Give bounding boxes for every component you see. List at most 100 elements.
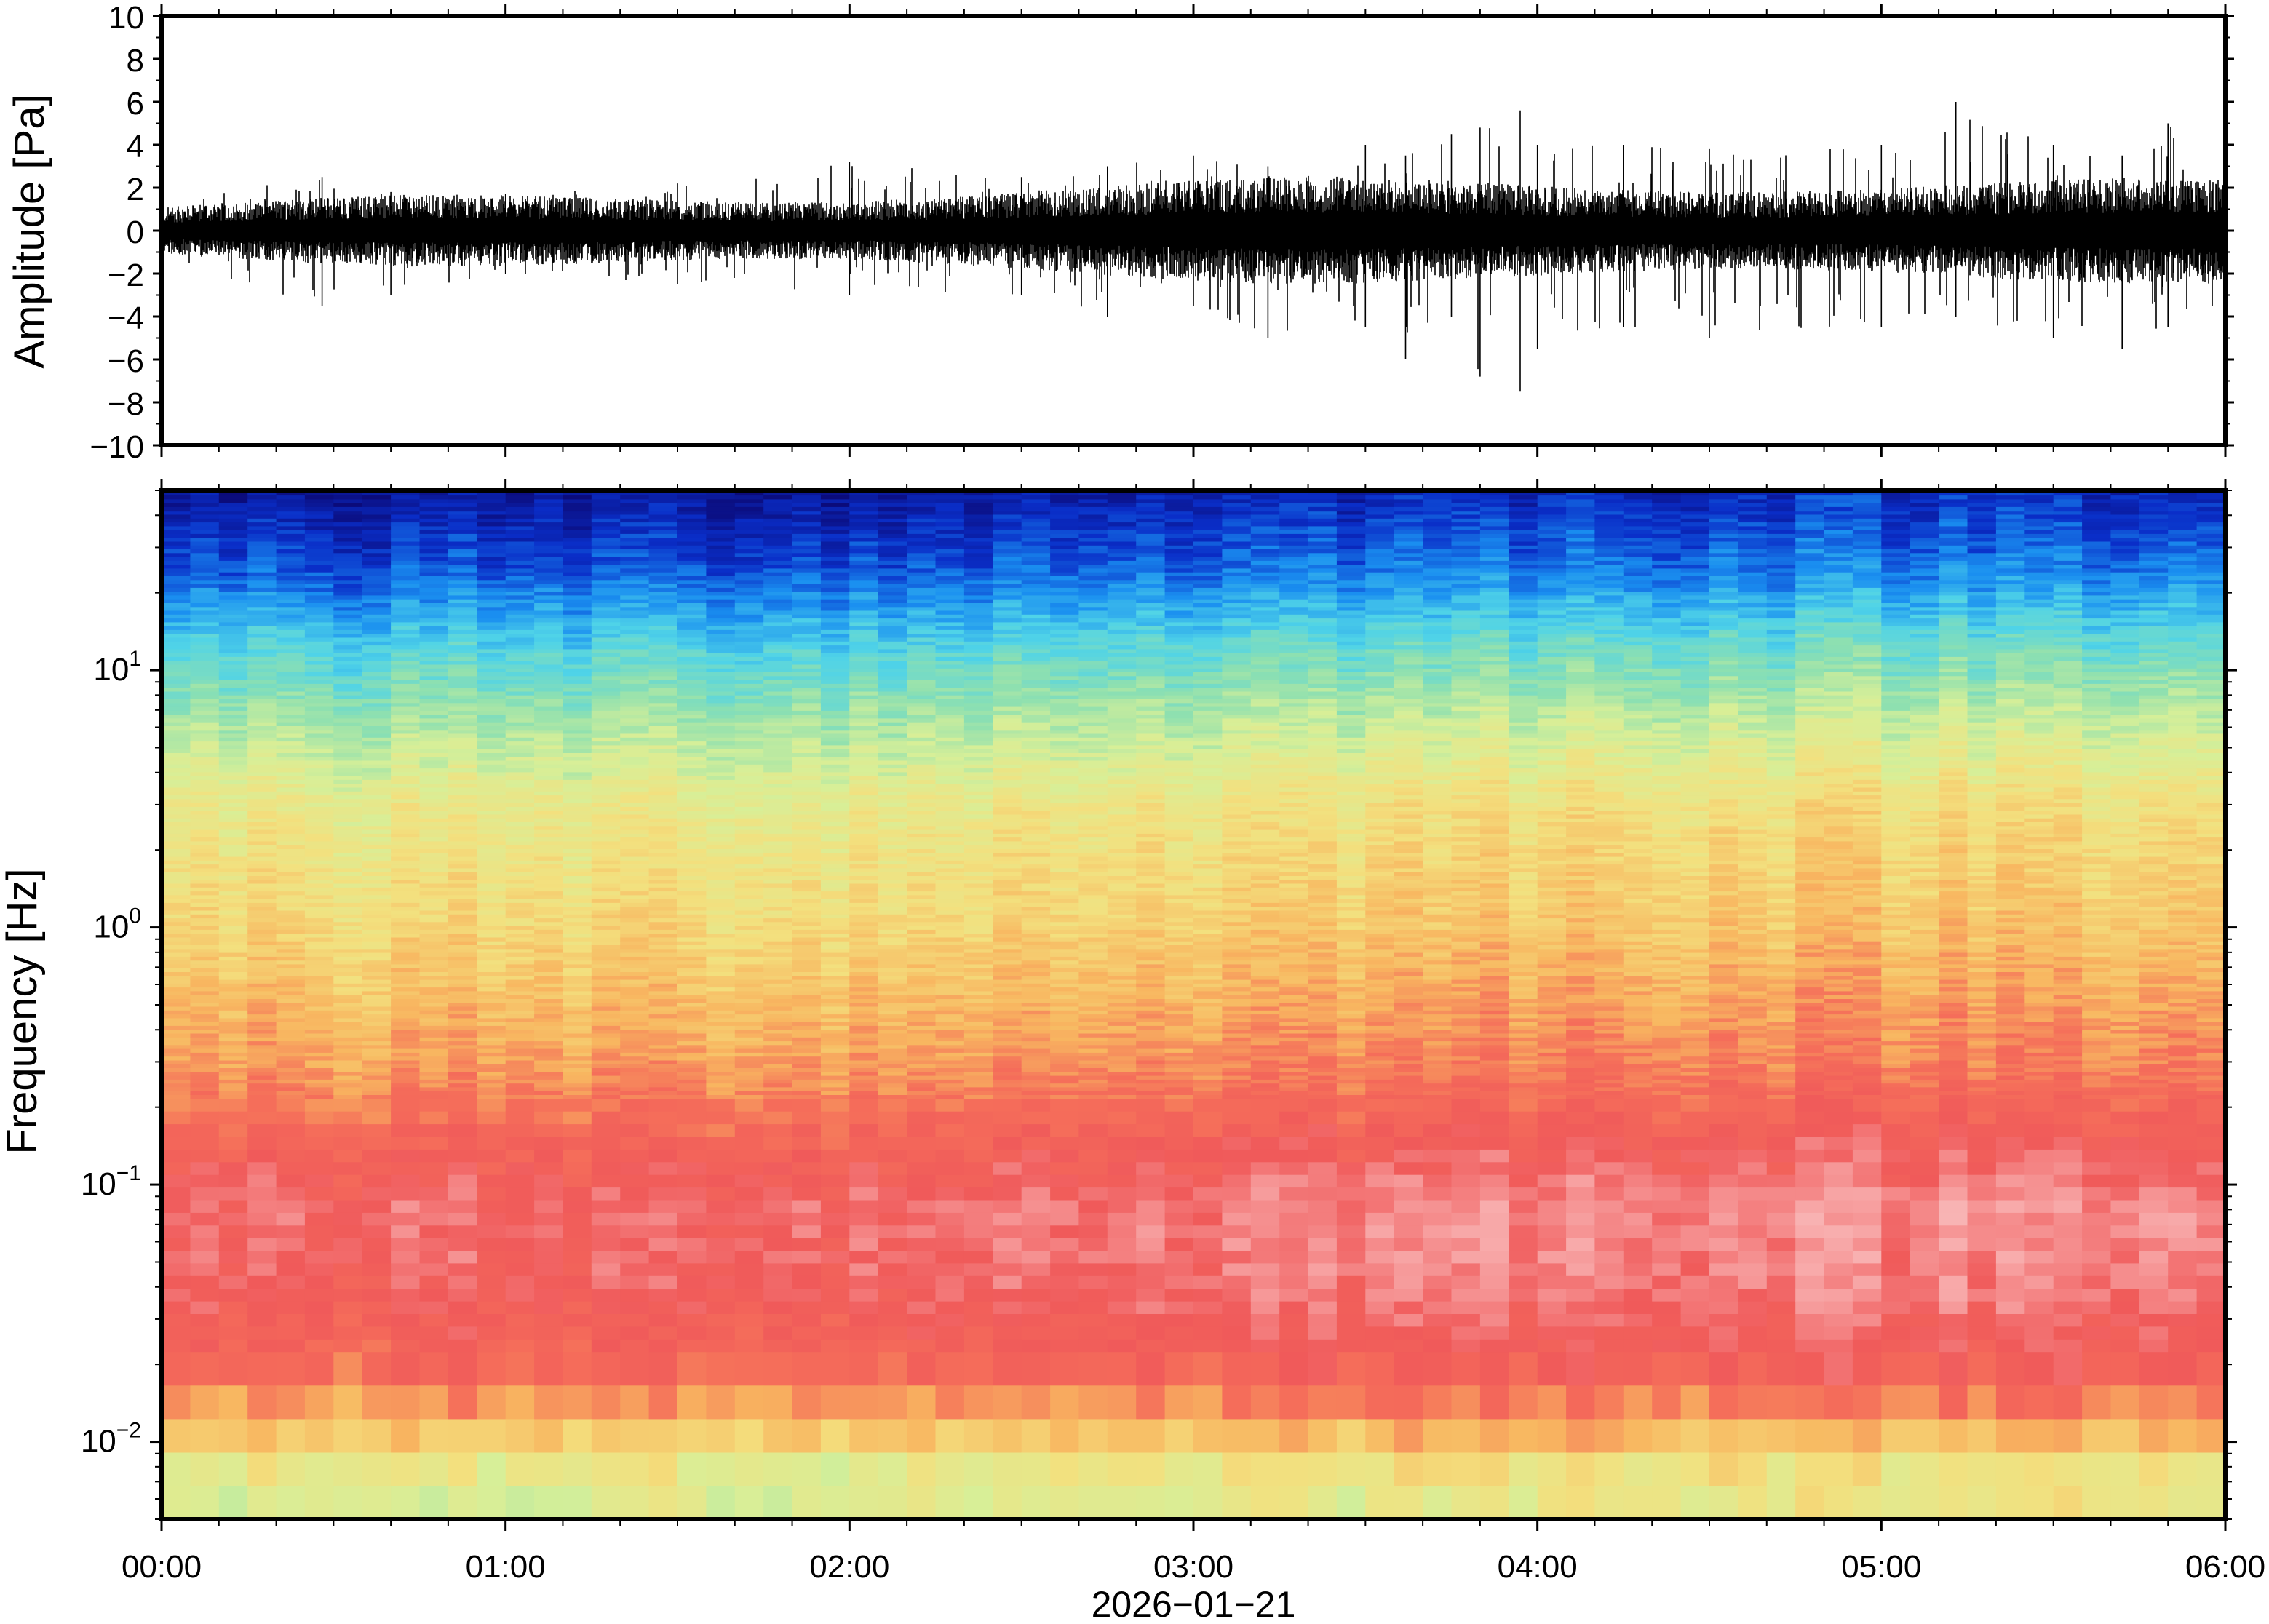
spectrogram-cell xyxy=(304,621,334,626)
spectrogram-cell xyxy=(763,918,793,923)
spectrogram-cell xyxy=(878,918,907,923)
spectrogram-cell xyxy=(734,887,764,892)
spectrogram-cell xyxy=(162,530,191,534)
spectrogram-cell xyxy=(563,610,592,615)
spectrogram-cell xyxy=(391,979,421,984)
spectrogram-cell xyxy=(419,733,449,738)
spectrogram-cell xyxy=(706,941,736,945)
spectrogram-cell xyxy=(477,887,506,892)
spectrogram-cell xyxy=(563,491,592,496)
spectrogram-cell xyxy=(190,1091,220,1095)
spectrogram-cell xyxy=(477,576,506,581)
spectrogram-cell xyxy=(162,1029,191,1034)
spectrogram-cell xyxy=(563,510,592,515)
spectrogram-cell xyxy=(162,998,191,1003)
spectrogram-cell xyxy=(419,584,449,588)
spectrogram-cell xyxy=(648,633,678,638)
spectrogram-cell xyxy=(792,1301,822,1314)
spectrogram-cell xyxy=(333,510,363,515)
spectrogram-cell xyxy=(763,491,793,496)
spectrogram-cell xyxy=(391,852,421,857)
spectrogram-cell xyxy=(448,791,477,796)
spectrogram-cell xyxy=(276,806,306,811)
spectrogram-cell xyxy=(878,495,907,500)
spectrogram-cell xyxy=(763,549,793,554)
spectrogram-cell xyxy=(677,522,707,527)
spectrogram-cell xyxy=(362,864,392,869)
spectrogram-cell xyxy=(419,887,449,892)
spectrogram-cell xyxy=(362,791,392,796)
spectrogram-cell xyxy=(849,1250,879,1264)
spectrogram-cell xyxy=(763,810,793,815)
spectrogram-cell xyxy=(276,921,306,926)
spectrogram-cell xyxy=(333,683,363,688)
spectrogram-cell xyxy=(162,872,191,876)
spectrogram-cell xyxy=(591,891,621,896)
spectrogram-cell xyxy=(276,1064,306,1068)
spectrogram-cell xyxy=(706,503,736,507)
spectrogram-cell xyxy=(706,1313,736,1327)
spectrogram-cell xyxy=(648,645,678,650)
spectrogram-cell xyxy=(304,549,334,554)
spectrogram-cell xyxy=(907,952,937,957)
spectrogram-cell xyxy=(276,990,306,995)
spectrogram-cell xyxy=(563,899,592,903)
spectrogram-cell xyxy=(448,687,477,692)
spectrogram-cell xyxy=(849,1052,879,1057)
spectrogram-cell xyxy=(706,1485,736,1520)
spectrogram-cell xyxy=(849,1014,879,1019)
spectrogram-cell xyxy=(563,803,592,807)
spectrogram-cell xyxy=(648,530,678,534)
spectrogram-cell xyxy=(849,533,879,538)
spectrogram-cell xyxy=(563,1025,592,1030)
spectrogram-cell xyxy=(247,983,277,988)
spectrogram-cell xyxy=(591,576,621,581)
spectrogram-cell xyxy=(247,733,277,738)
spectrogram-cell xyxy=(849,883,879,888)
spectrogram-cell xyxy=(734,741,764,746)
spectrogram-cell xyxy=(591,875,621,880)
spectrogram-cell xyxy=(563,760,592,765)
spectrogram-cell xyxy=(878,776,907,780)
spectrogram-cell xyxy=(849,872,879,876)
spectrogram-cell xyxy=(162,1040,191,1046)
spectrogram-cell xyxy=(247,948,277,953)
spectrogram-cell xyxy=(620,779,650,784)
spectrogram-cell xyxy=(505,1079,535,1084)
spectrogram-cell xyxy=(190,698,220,704)
spectrogram-cell xyxy=(304,587,334,592)
spectrogram-cell xyxy=(276,737,306,742)
spectrogram-cell xyxy=(620,1238,650,1251)
spectrogram-cell xyxy=(648,936,678,942)
spectrogram-cell xyxy=(677,737,707,742)
spectrogram-cell xyxy=(247,899,277,903)
spectrogram-cell xyxy=(792,710,822,715)
spectrogram-cell xyxy=(333,1212,363,1226)
spectrogram-cell xyxy=(419,1161,449,1175)
spectrogram-cell xyxy=(391,1275,421,1289)
spectrogram-cell xyxy=(734,1098,764,1112)
spectrogram-cell xyxy=(820,664,850,669)
spectrogram-cell xyxy=(849,702,879,707)
spectrogram-cell xyxy=(648,648,678,653)
spectrogram-cell xyxy=(677,798,707,803)
spectrogram-cell xyxy=(648,1017,678,1022)
spectrogram-cell xyxy=(162,633,191,638)
spectrogram-cell xyxy=(448,1056,477,1061)
spectrogram-cell xyxy=(820,941,850,945)
spectrogram-cell xyxy=(878,1083,907,1088)
spectrogram-cell xyxy=(878,1044,907,1049)
spectrogram-cell xyxy=(477,1485,506,1520)
spectrogram-cell xyxy=(849,756,879,761)
spectrogram-cell xyxy=(591,741,621,746)
spectrogram-cell xyxy=(820,660,850,665)
spectrogram-cell xyxy=(677,1044,707,1049)
spectrogram-cell xyxy=(162,779,191,784)
spectrogram-cell xyxy=(276,971,306,976)
spectrogram-cell xyxy=(534,744,564,749)
spectrogram-cell xyxy=(763,680,793,684)
spectrogram-cell xyxy=(591,1029,621,1034)
spectrogram-cell xyxy=(477,1025,506,1030)
spectrogram-cell xyxy=(448,683,477,688)
spectrogram-cell xyxy=(391,998,421,1003)
